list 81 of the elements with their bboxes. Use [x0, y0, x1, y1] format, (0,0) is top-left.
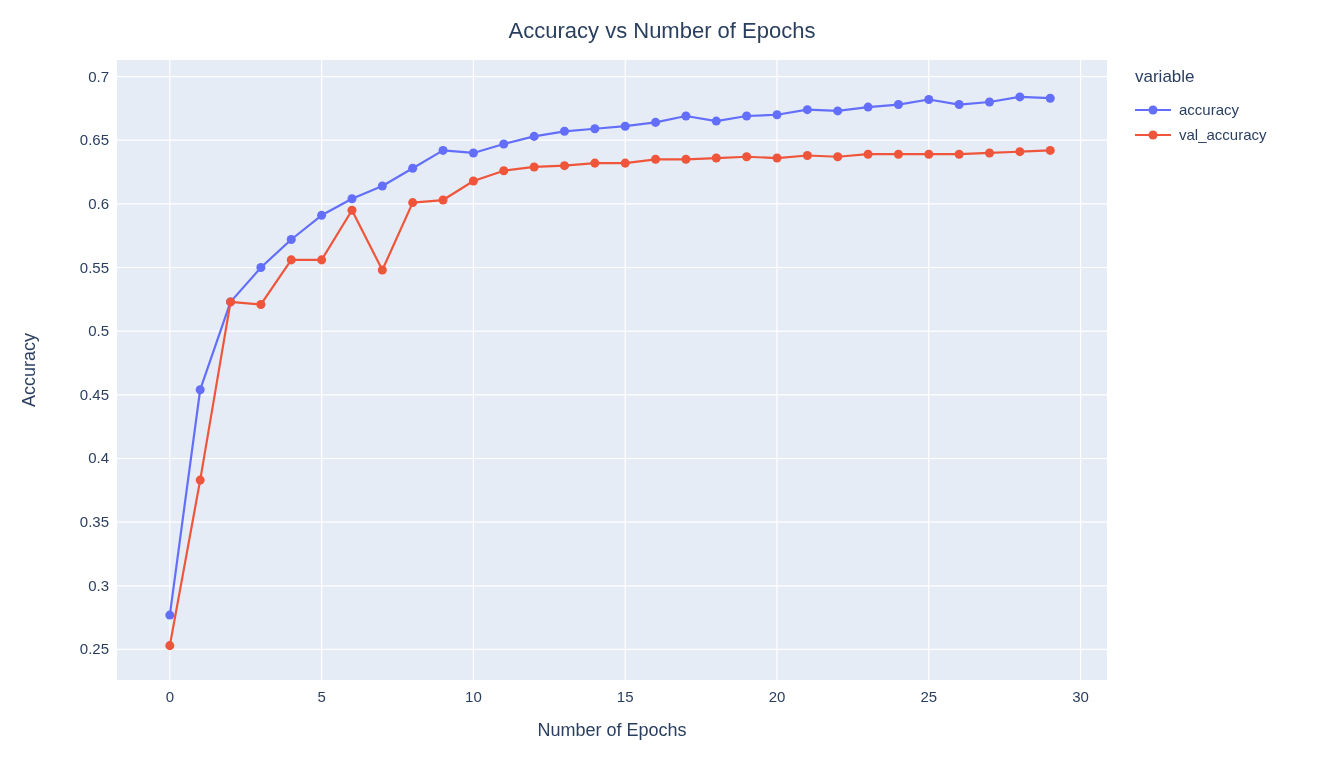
point	[985, 148, 995, 158]
point	[408, 163, 418, 173]
y-axis-title: Accuracy	[19, 332, 39, 408]
point	[863, 149, 873, 159]
point	[954, 149, 964, 159]
y-tick-label: 0.55	[79, 258, 109, 276]
point	[590, 124, 600, 134]
y-tick-label: 0.25	[79, 640, 109, 658]
y-tick-label: 0.65	[79, 131, 109, 149]
point	[651, 154, 661, 164]
point	[256, 263, 266, 273]
x-tick-label: 10	[465, 688, 482, 705]
point	[408, 198, 418, 208]
y-tick-label: 0.5	[88, 322, 109, 340]
point	[802, 105, 812, 115]
point	[590, 158, 600, 168]
point	[438, 145, 448, 155]
x-tick-label: 0	[165, 688, 174, 705]
point	[742, 111, 752, 121]
x-tick-label: 30	[1072, 688, 1089, 705]
point	[893, 149, 903, 159]
point	[499, 139, 509, 149]
point	[377, 181, 387, 191]
y-tick-label: 0.45	[79, 385, 109, 403]
point	[954, 100, 964, 110]
point	[1015, 92, 1025, 102]
point	[711, 116, 721, 126]
point	[195, 475, 205, 485]
point	[833, 106, 843, 116]
legend-title: variable	[1135, 67, 1195, 86]
point	[711, 153, 721, 163]
point	[468, 176, 478, 186]
y-tick-label: 0.7	[88, 67, 109, 85]
point	[347, 205, 357, 215]
point	[468, 148, 478, 158]
point	[1045, 145, 1055, 155]
point	[893, 100, 903, 110]
y-tick-label: 0.35	[79, 513, 109, 531]
point	[681, 111, 691, 121]
point	[347, 194, 357, 204]
point	[833, 152, 843, 162]
x-tick-label: 15	[616, 688, 634, 705]
point	[195, 385, 205, 395]
point	[620, 158, 630, 168]
point	[165, 610, 175, 620]
point	[286, 235, 296, 245]
point	[529, 162, 539, 172]
point	[377, 265, 387, 275]
x-tick-label: 25	[920, 688, 938, 705]
point	[772, 153, 782, 163]
point	[620, 121, 630, 131]
point	[529, 131, 539, 141]
point	[1015, 147, 1025, 157]
legend-label: accuracy	[1179, 101, 1240, 118]
legend-label: val_accuracy	[1179, 126, 1268, 143]
y-tick-label: 0.6	[88, 194, 109, 212]
point	[802, 150, 812, 160]
x-tick-label: 20	[768, 688, 786, 705]
point	[1045, 93, 1055, 103]
x-axis-title: Number of Epochs	[537, 720, 687, 740]
point	[772, 110, 782, 120]
x-tick-label: 5	[317, 688, 326, 705]
point	[924, 149, 934, 159]
point	[165, 641, 175, 651]
point	[317, 255, 327, 265]
point	[438, 195, 448, 205]
point	[742, 152, 752, 162]
point	[681, 154, 691, 164]
point	[256, 299, 266, 309]
point	[559, 126, 569, 136]
point	[924, 94, 934, 104]
point	[317, 210, 327, 220]
point	[651, 117, 661, 127]
point	[286, 255, 296, 265]
point	[985, 97, 995, 107]
point	[863, 102, 873, 112]
chart-title: Accuracy vs Number of Epochs	[508, 18, 816, 43]
y-tick-label: 0.3	[88, 576, 109, 594]
point	[499, 166, 509, 176]
point	[559, 161, 569, 171]
y-tick-label: 0.4	[88, 449, 109, 467]
